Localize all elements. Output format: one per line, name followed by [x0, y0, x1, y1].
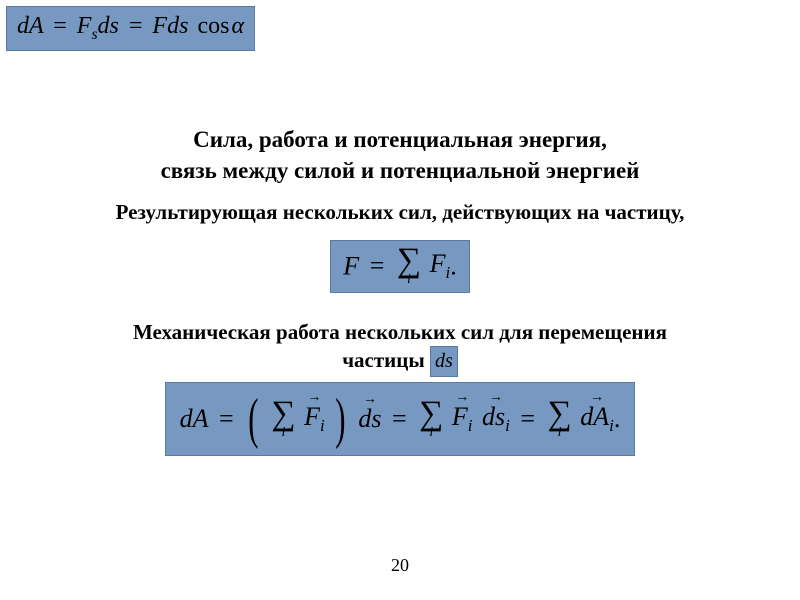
subtitle-resultant: Результирующая нескольких сил, действующ… [0, 200, 800, 225]
Fi: Fi [430, 249, 451, 278]
period: . [614, 404, 621, 433]
ds: ds [98, 13, 119, 39]
cos: cos [197, 13, 229, 39]
F: F [343, 251, 359, 280]
work-text-block: Механическая работа нескольких сил для п… [0, 318, 800, 377]
F: F [152, 13, 167, 39]
Fs: Fs [77, 13, 98, 39]
dsi-vec: dsi [482, 402, 510, 436]
eq: = [370, 251, 385, 280]
formula-work-differential: dA = Fsds = Fds cosα [6, 6, 255, 51]
dA: dA [180, 404, 209, 433]
title-line2: связь между силой и потенциальной энерги… [0, 155, 800, 186]
ds: ds [167, 13, 188, 39]
work-text-prefix: частицы [342, 348, 430, 372]
sigma: ∑ i [397, 247, 421, 286]
formula-work-sum-wrap: dA = ( ∑ i Fi ) ds = ∑ i Fi dsi = ∑ i dA… [0, 382, 800, 456]
sigma: ∑ i [271, 400, 295, 439]
page-number: 20 [0, 555, 800, 576]
work-text-line2: частицы ds [0, 346, 800, 377]
formula-work-sum: dA = ( ∑ i Fi ) ds = ∑ i Fi dsi = ∑ i dA… [165, 382, 636, 456]
sigma: ∑ i [419, 400, 443, 439]
heading-block: Сила, работа и потенциальная энергия, св… [0, 124, 800, 225]
work-text-line1: Механическая работа нескольких сил для п… [0, 318, 800, 346]
dA: dA [17, 13, 43, 39]
lparen: ( [248, 391, 258, 447]
eq: = [219, 404, 234, 433]
period: . [450, 251, 457, 280]
sigma: ∑ i [548, 400, 572, 439]
eq: = [392, 404, 407, 433]
formula-resultant-wrap: F = ∑ i Fi. [0, 240, 800, 293]
rparen: ) [335, 391, 345, 447]
Fi-vec: Fi [304, 402, 325, 436]
Fi-vec: Fi [452, 402, 473, 436]
eq: = [520, 404, 535, 433]
alpha: α [231, 13, 244, 39]
formula-resultant: F = ∑ i Fi. [330, 240, 469, 293]
inline-ds-box: ds [430, 346, 458, 377]
eq: = [53, 13, 67, 39]
dAi-vec: dAi [580, 402, 614, 436]
eq: = [129, 13, 143, 39]
title-line1: Сила, работа и потенциальная энергия, [0, 124, 800, 155]
ds-vec: ds [358, 404, 381, 434]
